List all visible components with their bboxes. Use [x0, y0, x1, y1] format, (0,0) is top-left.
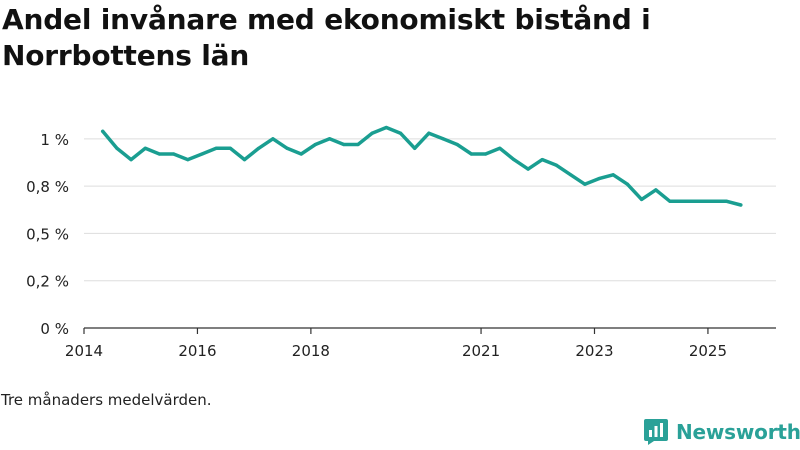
x-tick-label: 2014 [65, 342, 103, 360]
data-point [512, 158, 516, 162]
brand-logo[interactable]: Newsworthy [643, 418, 800, 446]
data-point [725, 199, 729, 203]
data-point [526, 167, 530, 171]
data-point [299, 152, 303, 156]
data-point [200, 152, 204, 156]
data-point [398, 131, 403, 135]
data-point [143, 146, 147, 150]
data-point [313, 142, 317, 147]
data-point [285, 146, 289, 150]
data-point [583, 182, 587, 186]
data-point [384, 125, 388, 130]
data-point [328, 137, 332, 141]
x-tick-label: 2021 [462, 342, 500, 360]
axes: 0 % 0,2 % 0,5 % 0,8 % 1 % 2014 2016 2018 2021 202… [26, 131, 776, 360]
data-point [427, 131, 431, 135]
data-point [370, 131, 374, 135]
data-point [186, 158, 190, 162]
y-tick-label: 0,5 % [26, 225, 69, 243]
data-point [696, 199, 700, 203]
data-point [640, 197, 644, 201]
data-point [157, 152, 161, 156]
data-point [129, 158, 133, 162]
data-point [597, 177, 601, 181]
data-point [498, 146, 502, 150]
data-point [710, 199, 715, 203]
data-point [172, 152, 176, 156]
x-tick-label: 2025 [689, 342, 727, 360]
line-chart: 0 % 0,2 % 0,5 % 0,8 % 1 % 2014 2016 2018 2021 202… [26, 125, 776, 360]
data-point [469, 152, 473, 156]
data-point [214, 146, 218, 150]
data-point [484, 152, 488, 156]
y-tick-label: 0 % [40, 320, 69, 338]
data-point [356, 142, 360, 147]
data-point [540, 158, 544, 162]
data-point [342, 142, 346, 147]
brand-name: Newsworthy [676, 420, 800, 444]
x-tick-label: 2023 [575, 342, 613, 360]
data-point [682, 199, 686, 203]
data-point [554, 163, 559, 167]
data-point [271, 137, 275, 141]
series-line [100, 125, 743, 207]
newsworthy-logo-icon [644, 419, 668, 445]
chart-title: Andel invånare med ekonomiskt bistånd i … [2, 3, 651, 72]
data-point [654, 188, 658, 192]
data-point [739, 203, 743, 207]
data-point [441, 137, 445, 141]
data-point [413, 146, 417, 150]
data-point [257, 146, 261, 150]
data-point [242, 158, 247, 162]
series-lines [100, 125, 743, 207]
grid-lines [84, 138, 776, 282]
y-tick-label: 1 % [40, 131, 69, 149]
data-point [101, 129, 105, 133]
y-tick-label: 0,8 % [26, 178, 69, 196]
data-point [228, 146, 232, 150]
data-point [668, 199, 672, 203]
x-tick-label: 2018 [292, 342, 330, 360]
y-tick-label: 0,2 % [26, 273, 69, 291]
data-point [625, 182, 630, 186]
chart-note: Tre månaders medelvärden. [1, 391, 212, 409]
data-point [455, 142, 459, 147]
data-point [569, 173, 573, 177]
x-tick-label: 2016 [178, 342, 216, 360]
data-point [115, 146, 119, 150]
data-point [611, 173, 615, 177]
